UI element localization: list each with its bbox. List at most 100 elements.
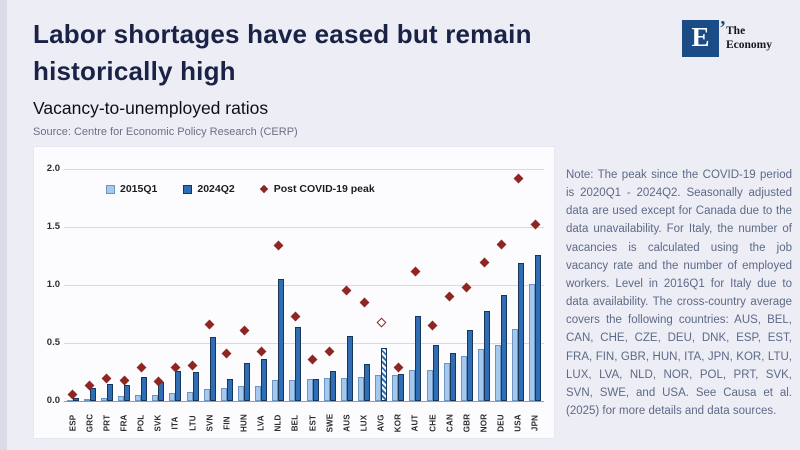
gridline-1.5 [64, 227, 544, 228]
x-label-GRC: GRC [85, 413, 95, 433]
bar-2015q1-KOR [392, 375, 399, 401]
bar-2024q2-NLD [278, 279, 285, 401]
peak-marker-CAN [444, 291, 455, 302]
bar-2015q1-LTU [186, 391, 193, 401]
peak-marker-FIN [221, 348, 232, 359]
legend-label-2024q2: 2024Q2 [197, 183, 235, 195]
bar-2024q2-HUN [244, 362, 250, 401]
legend-item-2015q1: 2015Q1 [106, 183, 157, 195]
bar-2015q1-SVK [152, 395, 159, 401]
peak-marker-NLD [273, 240, 284, 251]
x-label-SWE: SWE [325, 413, 335, 433]
bar-2015q1-HUN [238, 385, 244, 401]
peak-marker-AVG [376, 317, 387, 328]
peak-marker-SVN [204, 319, 215, 330]
bar-2015q1-CHE [426, 369, 433, 401]
x-label-GBR: GBR [462, 413, 472, 433]
brand-logo-tick-icon: ’ [719, 17, 726, 39]
peak-marker-POL [136, 362, 147, 373]
x-label-KOR: KOR [393, 413, 403, 433]
page-title-line1: Labor shortages have eased but remain [33, 19, 532, 49]
y-tick-label-1.5: 1.5 [46, 221, 60, 232]
peak-marker-KOR [393, 362, 404, 373]
bar-2024q2-CAN [449, 353, 456, 401]
x-label-BEL: BEL [290, 414, 300, 432]
bar-2024q2-AVG [381, 347, 388, 401]
page-title-line2: historically high [33, 56, 236, 86]
x-label-FRA: FRA [119, 414, 129, 432]
bar-2015q1-PRT [100, 397, 107, 401]
bar-2024q2-DEU [501, 295, 508, 401]
bar-2015q1-AVG [375, 375, 382, 401]
legend-item-peak: Post COVID-19 peak [259, 183, 375, 195]
chart-legend: 2015Q1 2024Q2 Post COVID-19 peak [106, 183, 375, 195]
y-tick-label-1.0: 1.0 [46, 279, 60, 290]
bar-2015q1-AUT [409, 369, 416, 401]
bar-2024q2-GBR [466, 330, 473, 401]
peak-marker-LUX [359, 297, 369, 308]
x-label-CHE: CHE [428, 414, 438, 432]
bar-2024q2-LTU [192, 372, 199, 401]
bar-2024q2-SWE [329, 370, 336, 401]
legend-item-2024q2: 2024Q2 [183, 183, 235, 195]
x-label-SVN: SVN [205, 414, 215, 432]
bar-2015q1-NOR [478, 348, 484, 401]
x-label-NLD: NLD [273, 414, 283, 432]
legend-label-peak: Post COVID-19 peak [273, 183, 375, 195]
peak-marker-GBR [461, 282, 472, 293]
bar-2024q2-POL [141, 376, 148, 401]
bar-2015q1-EST [306, 378, 313, 401]
bar-2015q1-POL [135, 395, 142, 401]
gridline-1.0 [64, 285, 544, 286]
x-label-ITA: ITA [170, 416, 180, 430]
peak-marker-HUN [239, 325, 249, 336]
bar-2024q2-SVN [209, 337, 216, 401]
bar-2024q2-ESP [72, 397, 79, 401]
bar-2015q1-USA [512, 329, 519, 401]
legend-label-2015q1: 2015Q1 [120, 183, 158, 195]
x-label-PRT: PRT [102, 414, 112, 432]
note-text: Note: The peak since the COVID-19 period… [566, 169, 792, 418]
legend-swatch-2024q2 [183, 184, 193, 194]
x-label-NOR: NOR [479, 413, 489, 433]
peak-marker-EST [307, 354, 318, 365]
bar-2015q1-ESP [66, 399, 73, 402]
x-label-LUX: LUX [359, 414, 369, 432]
gridline-2.0 [64, 169, 544, 170]
x-label-LVA: LVA [256, 415, 266, 431]
bar-2024q2-BEL [295, 326, 302, 401]
gridline-0.5 [64, 343, 544, 344]
x-label-AVG: AVG [376, 414, 386, 432]
peak-marker-SWE [324, 346, 335, 357]
source-caption: Source: Centre for Economic Policy Resea… [33, 126, 298, 138]
bar-2024q2-AUS [346, 336, 353, 401]
brand-name-line2: Economy [726, 38, 772, 51]
bar-2024q2-FRA [124, 384, 130, 401]
peak-marker-BEL [290, 311, 301, 322]
x-axis-line [64, 401, 544, 402]
bar-2024q2-LUX [364, 363, 370, 401]
peak-marker-JPN [530, 219, 541, 230]
x-label-HUN: HUN [239, 414, 249, 432]
peak-marker-LVA [256, 346, 267, 357]
brand-logo: E ’ The Economy [682, 17, 772, 57]
peak-marker-PRT [101, 374, 112, 384]
bar-2024q2-FIN [226, 378, 233, 401]
peak-marker-NOR [479, 258, 489, 268]
bar-2015q1-ITA [169, 392, 176, 401]
x-label-AUS: AUS [342, 414, 352, 432]
peak-marker-DEU [496, 239, 507, 250]
x-label-CAN: CAN [445, 414, 455, 432]
x-label-JPN: JPN [530, 414, 540, 432]
chart-panel: 2015Q1 2024Q2 Post COVID-19 peak 0.0 0.5 1… [33, 146, 555, 439]
peak-marker-FRA [119, 375, 129, 386]
peak-marker-AUT [410, 266, 421, 277]
x-label-SVK: SVK [153, 414, 163, 432]
brand-logo-text: The Economy [726, 25, 772, 51]
bar-2024q2-AUT [415, 316, 422, 401]
bar-2015q1-LUX [358, 376, 364, 401]
x-label-EST: EST [308, 414, 318, 432]
bar-2015q1-SWE [323, 377, 330, 401]
brand-name-line1: The [726, 25, 746, 38]
bar-2015q1-DEU [495, 345, 502, 401]
